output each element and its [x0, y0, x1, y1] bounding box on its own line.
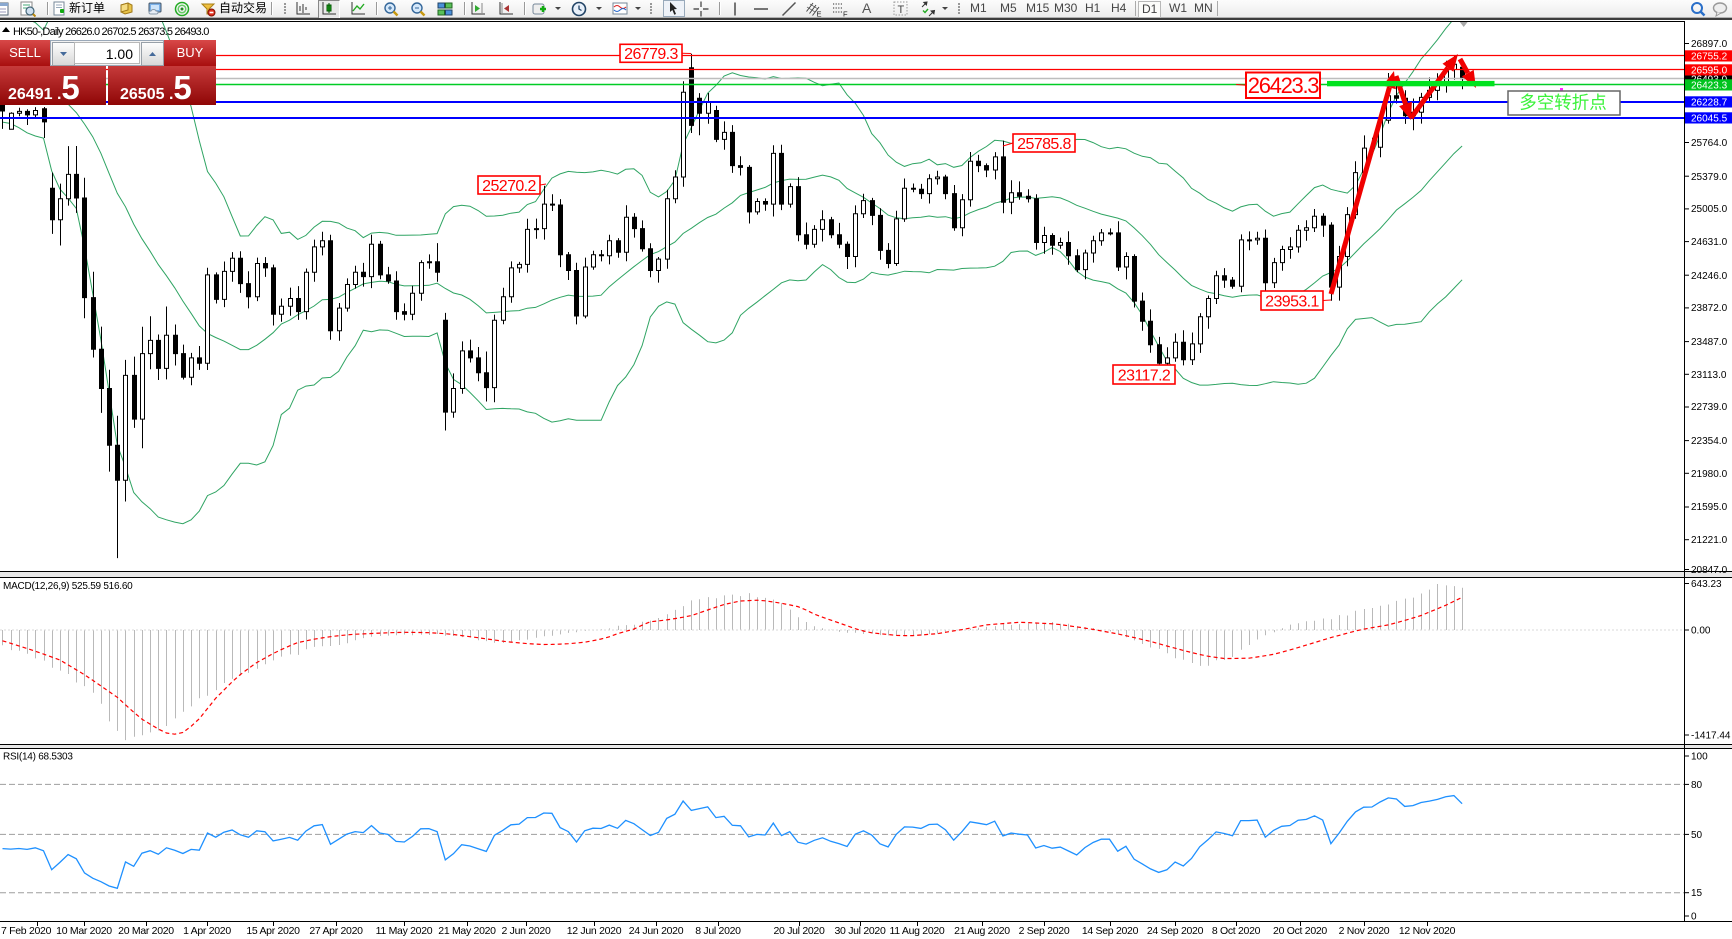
svg-text:11 Aug 2020: 11 Aug 2020	[890, 925, 945, 937]
svg-text:50: 50	[1691, 830, 1703, 841]
svg-text:HK50-,Daily 26626.0 26702.5 2: HK50-,Daily 26626.0 26702.5 26373.5 2649…	[13, 26, 209, 38]
svg-text:23872.0: 23872.0	[1691, 303, 1728, 314]
svg-text:25379.0: 25379.0	[1691, 172, 1728, 183]
svg-text:0: 0	[1691, 912, 1697, 923]
svg-text:24246.0: 24246.0	[1691, 271, 1728, 282]
svg-text:2 Sep 2020: 2 Sep 2020	[1019, 925, 1070, 937]
svg-text:80: 80	[1691, 780, 1703, 791]
svg-text:26045.5: 26045.5	[1691, 114, 1728, 125]
svg-text:26897.0: 26897.0	[1691, 39, 1728, 50]
svg-text:-1417.44: -1417.44	[1691, 731, 1731, 742]
svg-text:12 Jun 2020: 12 Jun 2020	[567, 925, 622, 937]
svg-text:E: E	[817, 10, 822, 18]
svg-text:15 Apr 2020: 15 Apr 2020	[246, 925, 300, 937]
svg-text:T: T	[898, 4, 905, 16]
svg-text:1 Apr 2020: 1 Apr 2020	[183, 925, 231, 937]
svg-text:15: 15	[1691, 888, 1703, 899]
svg-text:25005.0: 25005.0	[1691, 204, 1728, 215]
svg-text:7 Feb 2020: 7 Feb 2020	[1, 925, 52, 937]
svg-text:22354.0: 22354.0	[1691, 436, 1728, 447]
svg-text:F: F	[843, 10, 848, 18]
svg-text:MACD(12,26,9) 525.59 516.60: MACD(12,26,9) 525.59 516.60	[3, 581, 133, 592]
svg-text:25270.2: 25270.2	[482, 178, 536, 195]
svg-text:26755.2: 26755.2	[1691, 52, 1728, 63]
svg-text:25764.0: 25764.0	[1691, 138, 1728, 149]
svg-text:20847.0: 20847.0	[1691, 565, 1728, 576]
svg-text:14 Sep 2020: 14 Sep 2020	[1082, 925, 1139, 937]
svg-text:30 Jul 2020: 30 Jul 2020	[835, 925, 886, 937]
svg-text:643.23: 643.23	[1691, 579, 1722, 590]
svg-text:26423.3: 26423.3	[1248, 73, 1319, 98]
svg-text:12 Nov 2020: 12 Nov 2020	[1399, 925, 1456, 937]
svg-text:26779.3: 26779.3	[624, 46, 678, 63]
svg-text:10 Mar 2020: 10 Mar 2020	[56, 925, 112, 937]
svg-text:0.00: 0.00	[1691, 626, 1711, 637]
svg-text:11 May 2020: 11 May 2020	[376, 925, 433, 937]
svg-text:21 Aug 2020: 21 Aug 2020	[954, 925, 1010, 937]
svg-text:8 Oct 2020: 8 Oct 2020	[1212, 925, 1261, 937]
svg-text:26595.0: 26595.0	[1691, 66, 1728, 77]
svg-text:27 Apr 2020: 27 Apr 2020	[309, 925, 363, 937]
svg-text:24631.0: 24631.0	[1691, 237, 1728, 248]
svg-text:2 Jun 2020: 2 Jun 2020	[502, 925, 551, 937]
svg-text:20 Jul 2020: 20 Jul 2020	[774, 925, 825, 937]
svg-text:100: 100	[1691, 752, 1708, 763]
svg-text:22739.0: 22739.0	[1691, 402, 1728, 413]
svg-text:24 Sep 2020: 24 Sep 2020	[1147, 925, 1204, 937]
svg-text:21221.0: 21221.0	[1691, 535, 1728, 546]
svg-text:20 Mar 2020: 20 Mar 2020	[118, 925, 174, 937]
svg-text:26228.7: 26228.7	[1691, 98, 1728, 109]
svg-text:2 Nov 2020: 2 Nov 2020	[1339, 925, 1390, 937]
svg-text:23487.0: 23487.0	[1691, 337, 1728, 348]
svg-text:RSI(14) 68.5303: RSI(14) 68.5303	[3, 752, 73, 763]
svg-text:26423.3: 26423.3	[1691, 81, 1728, 92]
svg-text:23113.0: 23113.0	[1691, 370, 1727, 381]
svg-text:8 Jul 2020: 8 Jul 2020	[695, 925, 741, 937]
svg-text:多空转折点: 多空转折点	[1519, 93, 1607, 113]
svg-text:23953.1: 23953.1	[1265, 293, 1319, 310]
svg-text:23117.2: 23117.2	[1118, 367, 1171, 384]
svg-text:21980.0: 21980.0	[1691, 469, 1728, 480]
svg-text:21595.0: 21595.0	[1691, 502, 1728, 513]
svg-text:25785.8: 25785.8	[1017, 136, 1071, 153]
svg-text:21 May 2020: 21 May 2020	[438, 925, 496, 937]
svg-text:20 Oct 2020: 20 Oct 2020	[1273, 925, 1327, 937]
svg-text:24 Jun 2020: 24 Jun 2020	[629, 925, 684, 937]
